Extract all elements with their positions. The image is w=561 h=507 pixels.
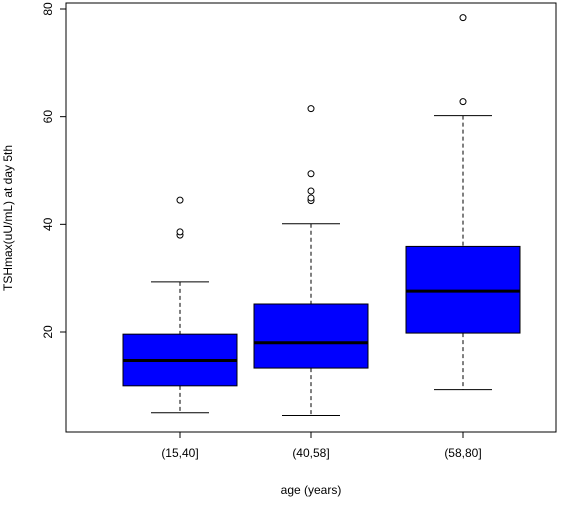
iqr-box	[253, 303, 369, 369]
y-tick-label: 40	[41, 217, 55, 231]
outlier-point	[176, 196, 184, 204]
x-axis: (15,40] (40,58] (58,80]	[161, 432, 482, 460]
outlier-point	[307, 170, 315, 178]
x-axis-label: age (years)	[281, 483, 342, 497]
y-tick-label: 80	[41, 2, 55, 16]
box-group	[253, 105, 369, 416]
outlier-point	[459, 14, 467, 22]
x-tick-label: (58,80]	[444, 446, 481, 460]
outlier-point	[307, 187, 315, 195]
outlier-point	[459, 98, 467, 106]
outlier-point	[176, 228, 184, 236]
y-tick-label: 20	[41, 325, 55, 339]
boxes	[122, 14, 521, 416]
x-tick-label: (40,58]	[292, 446, 329, 460]
outlier-point	[307, 194, 315, 202]
box-group	[405, 14, 521, 391]
y-tick-label: 60	[41, 110, 55, 124]
outlier-point	[307, 105, 315, 113]
y-axis: 20 40 60 80	[41, 2, 66, 339]
x-tick-label: (15,40]	[161, 446, 198, 460]
box-group	[122, 196, 238, 414]
y-axis-label: TSHmax(uU/mL) at day 5th	[1, 145, 15, 291]
